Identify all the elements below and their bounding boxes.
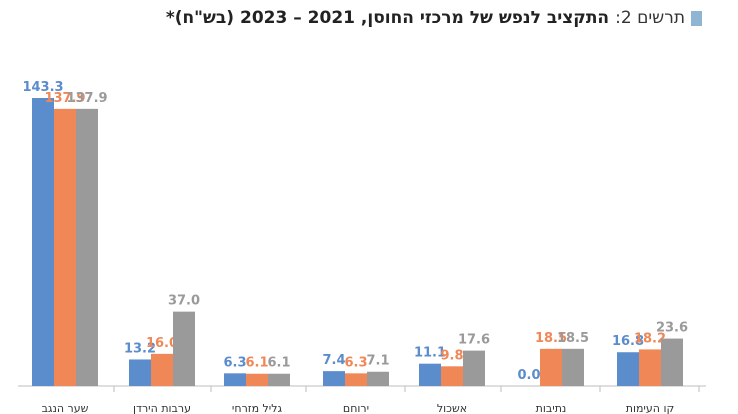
bar [32,98,54,386]
chart-title-bar: תרשים 2: התקציב לנפש של מרכזי החוסן, 202… [166,8,702,28]
data-label: 18.5 [535,331,567,346]
bar [151,353,173,386]
data-label: 18.2 [634,331,666,346]
data-label: 143.3 [22,80,63,95]
bar [441,366,463,386]
data-label: 137.9 [66,91,107,106]
category-label: אשכול [437,402,467,414]
category-label: שער הנגב [42,402,89,414]
category-label: ערבות הירדן [133,402,191,414]
bar [54,108,76,386]
category-label: גליל מזרחי [232,402,283,414]
data-label: 13.2 [124,341,156,356]
data-label: 11.1 [414,346,446,361]
bar [367,371,389,386]
bar [639,349,661,386]
data-label: 6.3 [344,355,367,370]
bar [268,373,290,386]
data-label: 0.0 [517,368,540,383]
data-label: 6.3 [223,355,246,370]
bar [323,371,345,386]
data-label: 37.0 [168,294,200,309]
bar [246,373,268,386]
data-label: 7.4 [322,353,345,368]
data-label: 18.5 [557,331,589,346]
bar [419,363,441,386]
data-label: 9.8 [440,348,463,363]
data-label: 23.6 [656,321,688,336]
bar [76,108,98,386]
bar [463,350,485,386]
data-label: 17.6 [458,333,490,348]
bar [345,373,367,386]
category-label: קו העימות [626,402,675,414]
data-label: 7.1 [366,354,389,369]
data-label: 6.1 [267,356,290,371]
title-marker-square [691,10,702,26]
figure-label: תרשים 2: [615,8,685,28]
data-label: 6.1 [245,356,268,371]
data-label: 137.9 [44,91,85,106]
bar [129,359,151,386]
category-label: ירוחם [343,402,369,414]
data-label: 16.8 [612,334,644,349]
bar [540,348,562,386]
data-label: 16.0 [146,336,178,351]
bar [562,348,584,386]
bar [224,373,246,386]
bar [617,352,639,386]
bar [173,311,195,386]
bar [661,338,683,386]
chart-title: התקציב לנפש של מרכזי החוסן, 2021 – 2023 … [165,8,610,28]
category-label: נתיבות [536,402,567,414]
